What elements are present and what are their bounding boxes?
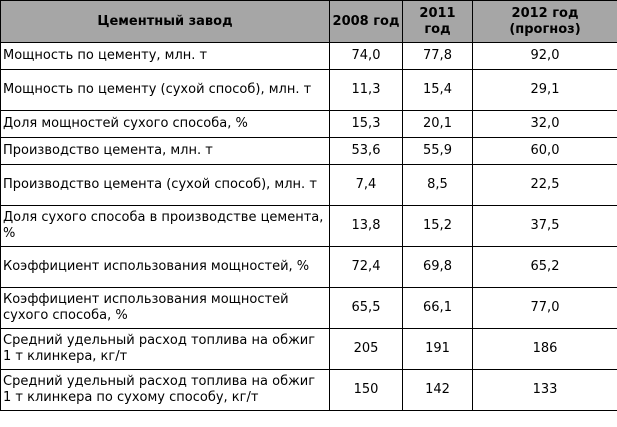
value-2011: 8,5 [402, 164, 473, 206]
row-label: Коэффициент использования мощностей, % [0, 246, 330, 288]
table-row: Мощность по цементу (сухой способ), млн.… [0, 69, 617, 111]
value-2012: 37,5 [472, 205, 617, 247]
value-2011: 77,8 [402, 42, 473, 70]
value-2008: 150 [329, 369, 403, 411]
value-2008: 15,3 [329, 110, 403, 138]
value-2008: 65,5 [329, 287, 403, 329]
table-row: Коэффициент использования мощностей сухо… [0, 287, 617, 329]
value-2008: 7,4 [329, 164, 403, 206]
header-plant: Цементный завод [0, 0, 330, 43]
value-2012: 29,1 [472, 69, 617, 111]
table-row: Мощность по цементу, млн. т 74,0 77,8 92… [0, 42, 617, 70]
cement-plant-table: Цементный завод 2008 год 2011 год 2012 г… [0, 0, 617, 411]
value-2008: 13,8 [329, 205, 403, 247]
row-label: Производство цемента, млн. т [0, 137, 330, 165]
row-label: Мощность по цементу, млн. т [0, 42, 330, 70]
value-2012: 32,0 [472, 110, 617, 138]
value-2011: 142 [402, 369, 473, 411]
header-row: Цементный завод 2008 год 2011 год 2012 г… [0, 0, 617, 43]
value-2012: 186 [472, 328, 617, 370]
value-2008: 205 [329, 328, 403, 370]
value-2012: 65,2 [472, 246, 617, 288]
value-2011: 66,1 [402, 287, 473, 329]
table-row: Производство цемента, млн. т 53,6 55,9 6… [0, 137, 617, 165]
value-2011: 69,8 [402, 246, 473, 288]
value-2008: 72,4 [329, 246, 403, 288]
value-2008: 74,0 [329, 42, 403, 70]
value-2011: 55,9 [402, 137, 473, 165]
table-row: Средний удельный расход топлива на обжиг… [0, 328, 617, 370]
value-2012: 77,0 [472, 287, 617, 329]
value-2008: 11,3 [329, 69, 403, 111]
row-label: Мощность по цементу (сухой способ), млн.… [0, 69, 330, 111]
table-row: Коэффициент использования мощностей, % 7… [0, 246, 617, 288]
value-2008: 53,6 [329, 137, 403, 165]
row-label: Доля мощностей сухого способа, % [0, 110, 330, 138]
value-2011: 20,1 [402, 110, 473, 138]
row-label: Доля сухого способа в производстве цемен… [0, 205, 330, 247]
value-2011: 15,4 [402, 69, 473, 111]
table-row: Доля сухого способа в производстве цемен… [0, 205, 617, 247]
value-2011: 15,2 [402, 205, 473, 247]
row-label: Производство цемента (сухой способ), млн… [0, 164, 330, 206]
value-2012: 133 [472, 369, 617, 411]
header-2011: 2011 год [402, 0, 473, 43]
row-label: Средний удельный расход топлива на обжиг… [0, 328, 330, 370]
value-2012: 60,0 [472, 137, 617, 165]
table-row: Доля мощностей сухого способа, % 15,3 20… [0, 110, 617, 138]
header-2008: 2008 год [329, 0, 403, 43]
header-2012-forecast: 2012 год (прогноз) [472, 0, 617, 43]
table-row: Производство цемента (сухой способ), млн… [0, 164, 617, 206]
row-label: Коэффициент использования мощностей сухо… [0, 287, 330, 329]
value-2012: 92,0 [472, 42, 617, 70]
value-2011: 191 [402, 328, 473, 370]
row-label: Средний удельный расход топлива на обжиг… [0, 369, 330, 411]
table-row: Средний удельный расход топлива на обжиг… [0, 369, 617, 411]
value-2012: 22,5 [472, 164, 617, 206]
